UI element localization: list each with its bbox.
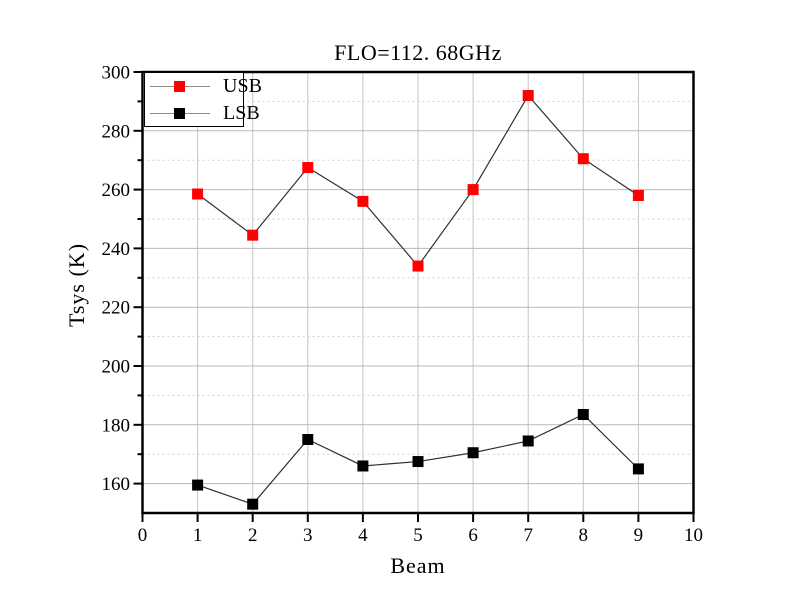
y-tick-label: 160	[102, 474, 131, 495]
x-axis-title: Beam	[390, 553, 446, 578]
usb-marker	[577, 153, 589, 165]
legend-entry-lsb: LSB	[145, 102, 260, 124]
usb-marker-icon	[174, 80, 185, 92]
x-tick-label: 5	[413, 525, 423, 546]
x-tick-label: 9	[634, 525, 644, 546]
chart-title: FLO=112. 68GHz	[334, 40, 502, 65]
lsb-marker	[192, 479, 204, 491]
lsb-marker	[467, 447, 479, 459]
y-tick-label: 240	[102, 239, 131, 260]
legend-key-usb	[150, 80, 210, 92]
usb-marker	[247, 229, 259, 241]
y-tick-label: 200	[102, 357, 131, 378]
x-tick-label: 3	[303, 525, 313, 546]
lsb-marker	[302, 434, 314, 445]
legend-key-lsb	[150, 107, 210, 119]
usb-marker	[412, 260, 424, 272]
usb-marker	[302, 162, 314, 174]
legend: USB LSB	[144, 72, 262, 127]
usb-marker	[357, 195, 369, 207]
y-tick-label: 260	[102, 180, 131, 201]
legend-entry-usb: USB	[145, 75, 262, 97]
lsb-marker	[357, 460, 369, 472]
y-tick-label: 180	[102, 415, 131, 436]
x-tick-label: 4	[358, 525, 368, 546]
y-tick-label: 300	[102, 63, 131, 84]
x-tick-label: 1	[193, 525, 203, 546]
lsb-marker	[412, 456, 424, 468]
lsb-marker-icon	[174, 107, 185, 119]
plot-frame	[141, 70, 695, 515]
lsb-marker	[577, 409, 589, 421]
lsb-series	[192, 409, 644, 510]
y-axis-title: Tsys (K)	[64, 242, 89, 328]
usb-marker	[467, 184, 479, 196]
legend-label-usb: USB	[223, 75, 262, 97]
lsb-marker	[522, 435, 534, 447]
usb-marker	[632, 189, 644, 201]
axis-ticks: 0 1 2 3 4 5 6 7 8 9 10 160 180 200 220 240 260 280 300	[102, 63, 704, 547]
usb-marker	[522, 90, 534, 102]
x-tick-label: 6	[468, 525, 478, 546]
x-tick-label: 2	[248, 525, 258, 546]
x-tick-label: 0	[138, 525, 148, 546]
legend-label-lsb: LSB	[223, 102, 260, 124]
x-tick-label: 10	[684, 525, 703, 546]
x-tick-label: 7	[523, 525, 533, 546]
x-tick-label: 8	[579, 525, 589, 546]
usb-marker	[192, 188, 204, 200]
y-tick-label: 280	[102, 121, 131, 142]
usb-series	[192, 90, 644, 272]
gridlines	[142, 72, 694, 513]
lsb-marker	[247, 498, 259, 510]
y-tick-label: 220	[102, 298, 131, 319]
lsb-marker	[632, 463, 644, 475]
